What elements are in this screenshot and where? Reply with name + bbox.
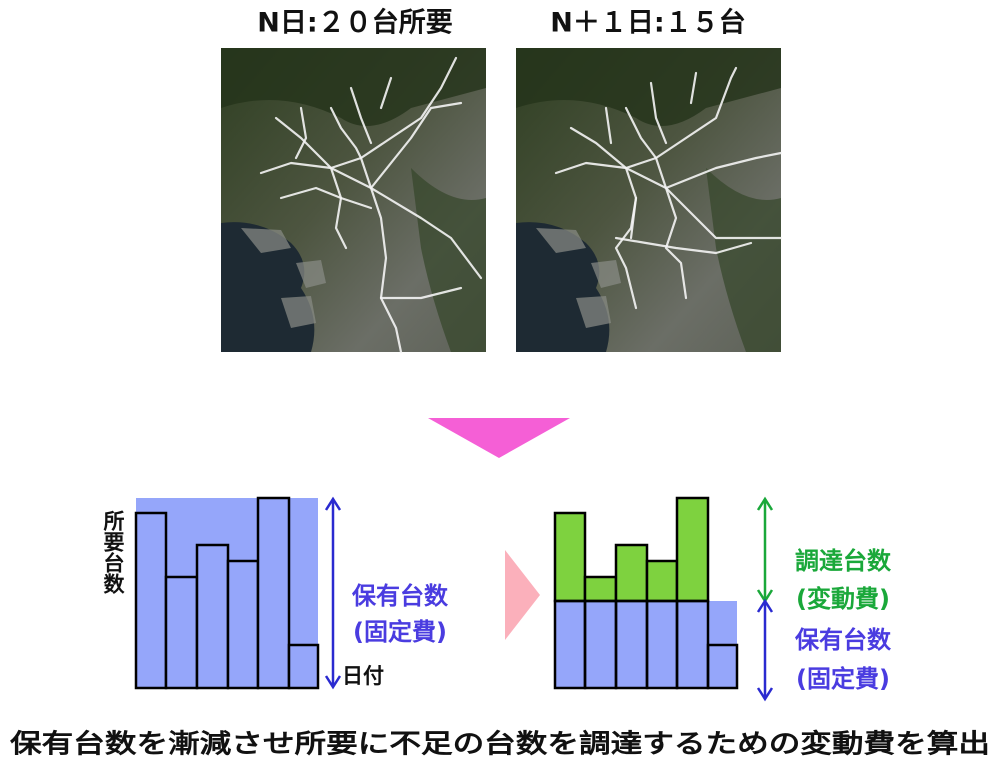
left-map-title: N日:２０台所要 [257, 7, 452, 39]
right-chart: 調達台数 (変動費) 保有台数 (固定費) [553, 496, 892, 702]
procured-bar [553, 511, 587, 603]
right-map-title: N＋１日:１５台 [550, 7, 745, 39]
procured-bar [583, 575, 618, 603]
y-axis-label: 所要台数 [101, 510, 125, 595]
right-map [516, 48, 783, 352]
caption: 保有台数を漸減させ所要に不足の台数を調達するための変動費を算出 [9, 729, 990, 760]
owned-cost: (固定費) [353, 618, 447, 646]
left-map [221, 48, 486, 354]
demand-bar [287, 643, 320, 690]
down-arrow [428, 418, 570, 458]
demand-bar [256, 496, 291, 690]
demand-bar [164, 575, 199, 690]
left-chart: 所要台数 日付 保有台数 (固定費) [101, 496, 449, 690]
right-arrow [505, 550, 540, 640]
procured-bar [675, 496, 710, 603]
owned-arrow [324, 496, 342, 690]
x-axis-label: 日付 [342, 664, 384, 688]
demand-bar [226, 559, 260, 690]
owned-label: 保有台数 [794, 626, 892, 654]
procured-cost: (変動費) [796, 585, 890, 613]
demand-bar [134, 511, 168, 690]
owned-cost: (固定費) [796, 665, 890, 693]
procured-label: 調達台数 [795, 547, 892, 575]
owned-bar-outlines [553, 599, 739, 690]
owned-label: 保有台数 [351, 582, 449, 610]
procured-bar [614, 543, 649, 603]
demand-bar [195, 543, 230, 690]
owned-arrow [756, 598, 774, 702]
procured-arrow [756, 496, 774, 604]
procured-bar [645, 559, 679, 603]
